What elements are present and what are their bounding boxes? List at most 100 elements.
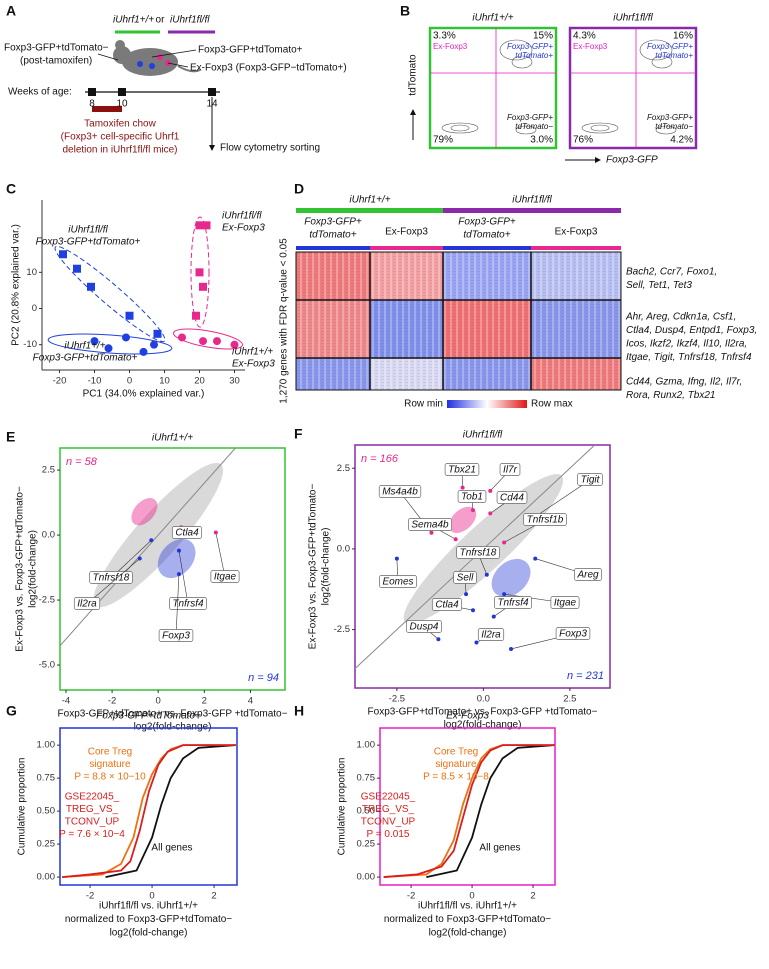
gene-point xyxy=(509,646,514,651)
plot-title: iUhrf1+/+ xyxy=(152,433,193,444)
point xyxy=(192,311,200,320)
cluster-genes: Icos, Ikzf2, Ikzf4, Il10, Il2ra, xyxy=(626,339,747,350)
gene-label-box xyxy=(494,596,532,609)
y-tick-label: -2.5 xyxy=(39,595,55,606)
gate-label: tdTomato− xyxy=(655,122,693,131)
up-cloud xyxy=(131,497,158,526)
gene-point xyxy=(460,485,465,490)
heatmap-texture xyxy=(370,358,443,390)
cdf-line xyxy=(105,744,236,878)
group-ellipse xyxy=(173,328,243,350)
plot-title: iUhrf1fl/fl xyxy=(613,13,653,24)
panel-letter: B xyxy=(400,3,410,19)
plot-frame xyxy=(379,727,556,886)
point xyxy=(73,264,81,273)
gate-label: Foxp3-GFP+ xyxy=(647,42,693,51)
gene-label-box xyxy=(378,485,422,498)
point xyxy=(213,337,221,346)
gene-label: Ctla4 xyxy=(175,528,199,539)
gene-point xyxy=(488,488,493,493)
axis-title: log2(fold-change) xyxy=(134,722,212,733)
leader-line xyxy=(215,532,226,578)
density-contour xyxy=(515,125,537,135)
gene-point xyxy=(533,556,538,561)
density-contour xyxy=(651,55,673,69)
gene-point xyxy=(394,556,399,561)
axis-title: tdTomato xyxy=(408,54,419,96)
axis-title: Cumulative proportion xyxy=(17,758,28,856)
gene-label-box xyxy=(550,596,580,609)
heatmap-texture xyxy=(531,252,621,300)
heatmap-texture xyxy=(370,252,443,300)
gene-point xyxy=(436,637,441,642)
x-tick-label: -2.5 xyxy=(389,694,405,705)
column-bar xyxy=(370,246,443,250)
axis-title: iUhrf1fl/fl vs. iUhrf1+/+ xyxy=(99,901,198,912)
gene-label-box xyxy=(453,571,477,584)
column-bar xyxy=(296,246,370,250)
label: Foxp3-GFP+tdTomato− xyxy=(4,43,109,54)
density-contour xyxy=(581,122,619,134)
annotation: Core Treg xyxy=(434,747,478,758)
leader-line xyxy=(535,479,591,517)
gene-point xyxy=(502,540,507,545)
point xyxy=(87,282,95,291)
panel-letter: G xyxy=(6,703,17,719)
gene-label-box xyxy=(431,598,463,611)
label: Flow cytometry sorting xyxy=(220,143,320,154)
gene-point xyxy=(464,592,469,597)
point xyxy=(139,347,148,356)
group-title: iUhrf1fl/fl xyxy=(512,195,552,206)
gene-label: Foxp3 xyxy=(559,629,587,640)
gene-point xyxy=(484,572,489,577)
gene-label-box xyxy=(555,627,591,640)
gene-label: Sema4b xyxy=(411,520,449,531)
gene-label: Sell xyxy=(457,573,474,584)
cdf-line xyxy=(383,744,555,878)
point xyxy=(199,282,207,291)
heatmap-frame xyxy=(295,251,622,391)
y-tick-label: 0.75 xyxy=(37,773,56,784)
group-ellipse xyxy=(54,245,166,343)
axis-title: log2(fold-change) xyxy=(444,720,522,731)
annotation: P = 8.8 × 10−10 xyxy=(74,772,146,783)
gene-point xyxy=(474,640,479,645)
plot-frame xyxy=(568,26,698,150)
quadrant-percent: 76% xyxy=(573,135,593,146)
gene-point xyxy=(176,572,181,577)
y-tick-label: 10 xyxy=(26,267,37,278)
x-tick-label: 2 xyxy=(211,891,216,902)
y-tick-label: 0.25 xyxy=(357,839,376,850)
quadrant-percent: 16% xyxy=(673,31,693,42)
plot-frame xyxy=(59,447,286,691)
gene-label: Cd44 xyxy=(500,493,524,504)
cluster-genes: Ctla4, Dusp4, Entpd1, Foxp3, xyxy=(626,325,757,336)
heatmap-texture xyxy=(443,300,531,358)
column-label: tdTomato+ xyxy=(463,230,510,241)
group-label: iUhrf1fl/fl xyxy=(222,211,262,222)
column-label: Foxp3-GFP+ xyxy=(458,217,516,228)
gene-point xyxy=(453,537,458,542)
gene-label-box xyxy=(73,597,101,610)
x-tick-label: 0 xyxy=(127,376,132,387)
y-tick-label: -10 xyxy=(23,339,37,350)
panel-letter: C xyxy=(6,181,16,197)
point xyxy=(59,250,67,259)
chow-label: (Foxp3+ cell-specific Uhrf1 xyxy=(61,132,180,143)
column-label: Foxp3-GFP+ xyxy=(304,217,362,228)
axis-title: Cumulative proportion xyxy=(337,758,348,856)
plot-frame xyxy=(354,444,611,689)
count-label: n = 94 xyxy=(248,672,279,684)
annotation: TREG_VS_ xyxy=(66,804,119,815)
gene-label-box xyxy=(406,620,442,633)
mouse-icon xyxy=(85,30,220,151)
group-label: iUhrf1+/+ xyxy=(64,341,105,352)
quadrant-percent: 3.3% xyxy=(433,31,456,42)
gene-label: Itgae xyxy=(554,598,577,609)
column-label: Ex-Foxp3 xyxy=(555,227,598,238)
chow-label: deletion in iUhrf1fl/fl mice) xyxy=(62,145,177,156)
x-tick-label: -10 xyxy=(88,376,102,387)
y-tick-label: 0.00 xyxy=(357,872,376,883)
panel-letter: F xyxy=(294,426,303,442)
axis-title: Foxp3-GFP+tdTomato+ vs. Foxp3-GFP +tdTom… xyxy=(368,707,598,718)
